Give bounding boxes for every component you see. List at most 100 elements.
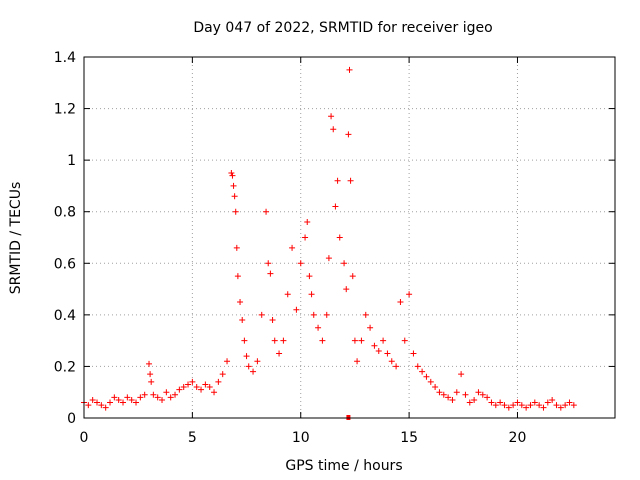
y-tick-label: 0.2 bbox=[54, 359, 76, 375]
data-point bbox=[172, 391, 179, 398]
data-point bbox=[231, 193, 238, 200]
data-point bbox=[514, 399, 521, 406]
data-point bbox=[133, 399, 140, 406]
data-point bbox=[276, 350, 283, 357]
data-point bbox=[150, 391, 157, 398]
data-point bbox=[445, 394, 452, 401]
data-point bbox=[336, 234, 343, 241]
data-point bbox=[497, 399, 504, 406]
data-point bbox=[124, 394, 131, 401]
data-point bbox=[423, 373, 430, 380]
data-point bbox=[346, 66, 353, 73]
tick-labels: 0 0.2 0.4 0.6 0.8 1 1.2 1.4 0 5 10 15 20 bbox=[54, 50, 527, 446]
data-point bbox=[198, 386, 205, 393]
data-point bbox=[544, 399, 551, 406]
x-tick-label: 20 bbox=[509, 430, 527, 446]
data-point bbox=[254, 358, 261, 365]
data-point bbox=[384, 350, 391, 357]
data-point bbox=[115, 396, 122, 403]
data-point bbox=[94, 399, 101, 406]
data-point bbox=[371, 342, 378, 349]
data-point bbox=[347, 177, 354, 184]
data-point bbox=[471, 396, 478, 403]
data-point bbox=[310, 311, 317, 318]
data-point bbox=[230, 182, 237, 189]
data-point bbox=[349, 273, 356, 280]
y-tick-label: 1.4 bbox=[54, 50, 76, 66]
data-point bbox=[388, 358, 395, 365]
data-point bbox=[462, 391, 469, 398]
data-point bbox=[159, 396, 166, 403]
data-point bbox=[488, 399, 495, 406]
data-point bbox=[410, 350, 417, 357]
data-point bbox=[466, 399, 473, 406]
data-point bbox=[354, 358, 361, 365]
data-point bbox=[297, 260, 304, 267]
data-point bbox=[501, 402, 508, 409]
y-tick-label: 1 bbox=[67, 153, 76, 169]
data-point bbox=[120, 399, 127, 406]
data-point bbox=[267, 270, 274, 277]
data-point bbox=[111, 394, 118, 401]
data-point bbox=[304, 219, 311, 226]
data-point bbox=[375, 347, 382, 354]
data-point bbox=[241, 337, 248, 344]
data-point bbox=[540, 404, 547, 411]
data-point bbox=[436, 389, 443, 396]
data-point bbox=[328, 113, 335, 120]
data-point bbox=[401, 337, 408, 344]
data-point bbox=[367, 324, 374, 331]
data-point bbox=[341, 260, 348, 267]
data-point bbox=[206, 384, 213, 391]
data-point bbox=[351, 337, 358, 344]
data-point bbox=[293, 306, 300, 313]
data-point bbox=[527, 402, 534, 409]
data-point bbox=[280, 337, 287, 344]
data-point bbox=[234, 273, 241, 280]
data-point bbox=[289, 244, 296, 251]
data-point bbox=[553, 402, 560, 409]
data-point bbox=[271, 337, 278, 344]
data-point bbox=[343, 286, 350, 293]
data-point bbox=[128, 396, 135, 403]
data-point bbox=[393, 363, 400, 370]
data-point bbox=[237, 298, 244, 305]
data-point bbox=[325, 255, 332, 262]
data-point bbox=[163, 389, 170, 396]
data-point bbox=[449, 396, 456, 403]
data-point bbox=[146, 360, 153, 367]
data-point bbox=[358, 337, 365, 344]
data-point bbox=[319, 337, 326, 344]
data-point bbox=[419, 368, 426, 375]
data-point bbox=[233, 244, 240, 251]
data-point bbox=[102, 404, 109, 411]
data-point bbox=[284, 291, 291, 298]
data-point bbox=[185, 381, 192, 388]
data-point bbox=[189, 378, 196, 385]
chart-title: Day 047 of 2022, SRMTID for receiver ige… bbox=[193, 20, 492, 36]
data-point bbox=[180, 384, 187, 391]
data-point bbox=[397, 298, 404, 305]
data-point bbox=[440, 391, 447, 398]
data-point bbox=[202, 381, 209, 388]
data-points bbox=[81, 66, 577, 420]
data-point bbox=[258, 311, 265, 318]
data-point bbox=[315, 324, 322, 331]
data-point bbox=[98, 402, 105, 409]
data-point bbox=[215, 378, 222, 385]
data-point bbox=[89, 396, 96, 403]
y-tick-label: 0 bbox=[67, 411, 76, 427]
x-axis-label: GPS time / hours bbox=[285, 458, 402, 474]
data-point bbox=[453, 389, 460, 396]
y-tick-label: 0.8 bbox=[54, 205, 76, 221]
data-point bbox=[531, 399, 538, 406]
data-point bbox=[239, 317, 246, 324]
data-point bbox=[523, 404, 530, 411]
data-point bbox=[479, 391, 486, 398]
data-point bbox=[224, 358, 231, 365]
y-tick-label: 1.2 bbox=[54, 102, 76, 118]
data-point bbox=[250, 368, 257, 375]
data-point bbox=[229, 172, 236, 179]
data-point bbox=[518, 402, 525, 409]
